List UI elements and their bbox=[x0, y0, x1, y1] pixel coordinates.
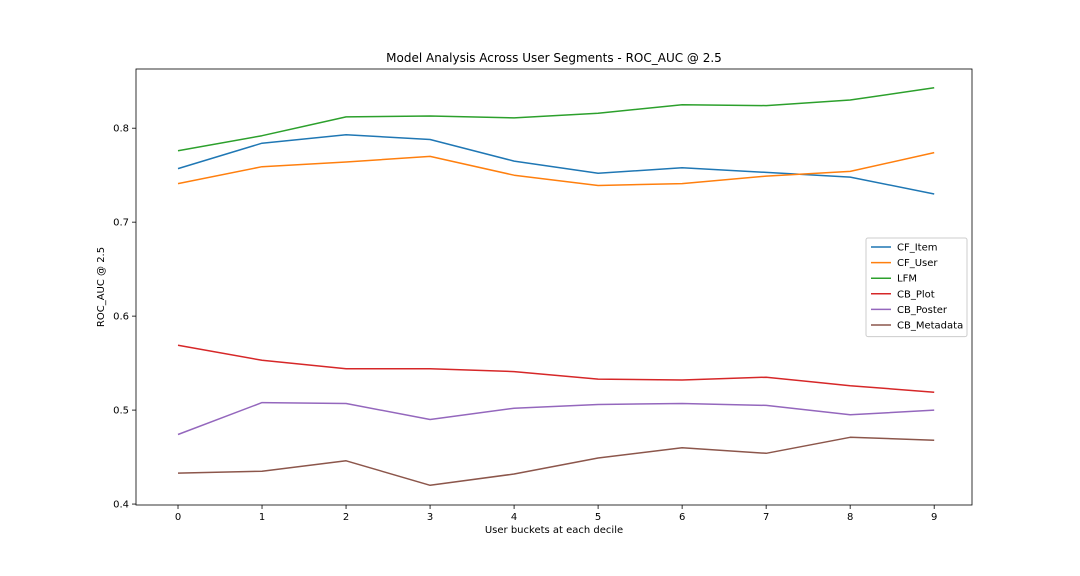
x-tick-label: 7 bbox=[763, 512, 769, 523]
legend-entry-label: CF_User bbox=[897, 258, 938, 269]
x-tick-label: 2 bbox=[343, 512, 349, 523]
x-tick-label: 1 bbox=[259, 512, 265, 523]
x-axis-label: User buckets at each decile bbox=[485, 525, 623, 536]
x-tick-label: 3 bbox=[427, 512, 433, 523]
legend-box bbox=[865, 237, 968, 338]
x-tick-label: 4 bbox=[511, 512, 517, 523]
x-tick-label: 9 bbox=[931, 512, 937, 523]
x-axis-ticks: 0 1 2 3 4 5 6 7 8 9 bbox=[175, 505, 937, 523]
series-line-cf-user bbox=[177, 151, 935, 187]
y-axis-ticks: 0.4 0.5 0.6 0.7 0.8 bbox=[113, 124, 136, 511]
series-line-cf-item bbox=[177, 134, 935, 195]
series-line-cb-metadata bbox=[177, 436, 935, 487]
series-lines bbox=[177, 87, 935, 487]
legend: CF_Item CF_User LFM CB_Plot CB_Poster CB_Meta… bbox=[865, 237, 968, 338]
chart-title: Model Analysis Across User Segments - RO… bbox=[386, 51, 722, 65]
plot-area bbox=[135, 68, 973, 506]
plot-frame bbox=[135, 68, 973, 506]
x-tick-label: 6 bbox=[679, 512, 685, 523]
legend-entry-label: CB_Plot bbox=[897, 289, 935, 300]
series-line-cb-poster bbox=[177, 401, 935, 436]
series-line-lfm bbox=[177, 87, 935, 152]
y-tick-label: 0.5 bbox=[113, 406, 129, 417]
y-axis-label: ROC_AUC @ 2.5 bbox=[96, 247, 107, 327]
x-tick-label: 8 bbox=[847, 512, 853, 523]
y-tick-label: 0.7 bbox=[113, 218, 129, 229]
series-line-cb-plot bbox=[177, 344, 935, 393]
legend-entry-label: CF_Item bbox=[897, 243, 938, 254]
y-tick-label: 0.6 bbox=[113, 312, 129, 323]
y-tick-label: 0.4 bbox=[113, 500, 129, 511]
x-tick-label: 0 bbox=[175, 512, 181, 523]
y-tick-label: 0.8 bbox=[113, 124, 129, 135]
legend-entry-label: CB_Metadata bbox=[897, 321, 963, 332]
x-tick-label: 5 bbox=[595, 512, 601, 523]
legend-entry-label: LFM bbox=[897, 274, 917, 285]
legend-entry-label: CB_Poster bbox=[897, 305, 948, 316]
